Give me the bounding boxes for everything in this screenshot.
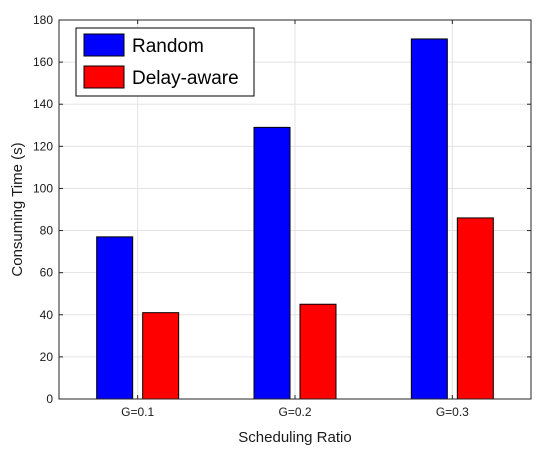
y-tick-label: 60 [40, 266, 54, 280]
x-tick-label: G=0.3 [436, 405, 469, 419]
bar-delay-aware-3 [456, 217, 494, 400]
y-tick-label: 160 [33, 55, 53, 69]
bar-random-2 [253, 126, 291, 400]
y-tick-label: 180 [33, 13, 53, 27]
x-tick-label: G=0.2 [278, 405, 311, 419]
bar-random-1 [96, 236, 134, 400]
bars [96, 38, 494, 400]
y-tick-label: 140 [33, 97, 53, 111]
y-tick-label: 40 [40, 308, 54, 322]
legend-label-delay-aware: Delay-aware [132, 68, 239, 89]
y-axis-label: Consuming Time (s) [9, 142, 26, 276]
legend: Random Delay-aware [75, 27, 255, 97]
bar-random-3 [410, 38, 448, 400]
legend-swatch-delay-aware [83, 65, 125, 89]
bar-delay-aware-2 [299, 303, 337, 400]
y-tick-label: 100 [33, 181, 53, 195]
axis-ticks: 0 20 40 60 80 100 120 140 160 180 G=0.1 G=0.2 G=0.3 [33, 13, 531, 419]
y-tick-label: 80 [40, 224, 54, 238]
legend-swatch-random [83, 33, 125, 57]
y-tick-label: 0 [46, 392, 53, 406]
bar-delay-aware-1 [142, 312, 180, 400]
y-tick-label: 120 [33, 139, 53, 153]
x-axis-label: Scheduling Ratio [238, 429, 351, 446]
y-tick-label: 20 [40, 350, 54, 364]
legend-label-random: Random [132, 36, 204, 57]
x-tick-label: G=0.1 [121, 405, 154, 419]
